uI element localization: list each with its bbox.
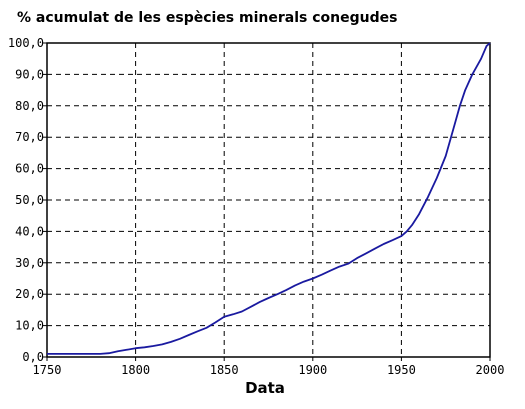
y-tick-label: 80,0 <box>15 99 44 113</box>
chart-title: % acumulat de les espècies minerals cone… <box>17 10 397 26</box>
y-tick-label: 40,0 <box>15 224 44 238</box>
y-tick-label: 90,0 <box>15 67 44 81</box>
axis-ticks: 1750 1800 1850 1900 1950 2000 0,0 10,0 20,0 30,0 4… <box>8 36 505 377</box>
series-layer <box>47 42 491 355</box>
y-tick-label: 0,0 <box>22 350 44 364</box>
y-tick-label: 20,0 <box>15 287 44 301</box>
y-tick-label: 100,0 <box>8 36 44 50</box>
x-tick-label: 1950 <box>387 363 416 377</box>
y-tick-label: 70,0 <box>15 130 44 144</box>
y-tick-label: 60,0 <box>15 162 44 176</box>
x-tick-label: 1800 <box>121 363 150 377</box>
y-tick-label: 50,0 <box>15 193 44 207</box>
x-axis-label: Data <box>245 379 285 397</box>
x-tick-label: 1750 <box>33 363 62 377</box>
y-tick-label: 10,0 <box>15 319 44 333</box>
y-tick-label: 30,0 <box>15 256 44 270</box>
x-tick-label: 2000 <box>476 363 505 377</box>
x-tick-label: 1900 <box>298 363 327 377</box>
series-line <box>47 42 491 355</box>
grid <box>47 43 490 357</box>
x-tick-label: 1850 <box>210 363 239 377</box>
